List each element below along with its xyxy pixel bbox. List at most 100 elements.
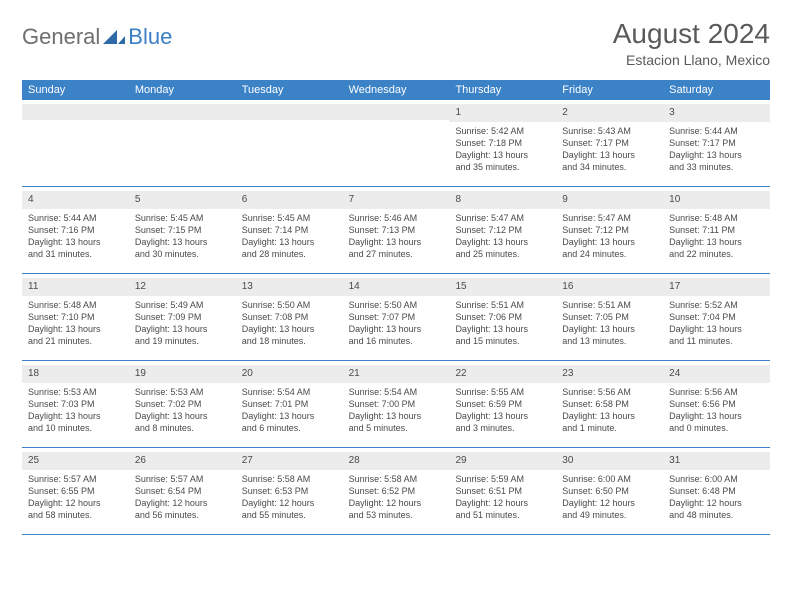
day-detail: and 30 minutes. [135,248,230,260]
day-detail: Sunrise: 6:00 AM [669,473,764,485]
day-cell: 27Sunrise: 5:58 AMSunset: 6:53 PMDayligh… [236,448,343,534]
day-number: 22 [449,365,556,383]
week-row: 25Sunrise: 5:57 AMSunset: 6:55 PMDayligh… [22,448,770,535]
day-cell: 4Sunrise: 5:44 AMSunset: 7:16 PMDaylight… [22,187,129,273]
day-number: 5 [129,191,236,209]
brand-general: General [22,24,100,50]
day-detail: Daylight: 13 hours [455,323,550,335]
day-detail: and 55 minutes. [242,509,337,521]
day-number: 19 [129,365,236,383]
day-cell: 21Sunrise: 5:54 AMSunset: 7:00 PMDayligh… [343,361,450,447]
day-detail: Sunrise: 5:59 AM [455,473,550,485]
day-cell: 16Sunrise: 5:51 AMSunset: 7:05 PMDayligh… [556,274,663,360]
day-detail: Daylight: 13 hours [28,236,123,248]
day-detail: Sunset: 7:10 PM [28,311,123,323]
location: Estacion Llano, Mexico [613,52,770,68]
day-detail: and 22 minutes. [669,248,764,260]
day-cell: 11Sunrise: 5:48 AMSunset: 7:10 PMDayligh… [22,274,129,360]
day-number: 23 [556,365,663,383]
day-number: 9 [556,191,663,209]
day-cell: 3Sunrise: 5:44 AMSunset: 7:17 PMDaylight… [663,100,770,186]
day-detail: Sunset: 7:05 PM [562,311,657,323]
day-detail: and 8 minutes. [135,422,230,434]
day-detail: Sunset: 7:07 PM [349,311,444,323]
day-detail: and 18 minutes. [242,335,337,347]
dow-cell: Saturday [663,80,770,100]
day-detail: Sunset: 6:55 PM [28,485,123,497]
day-detail: Daylight: 12 hours [135,497,230,509]
day-detail: and 48 minutes. [669,509,764,521]
day-detail: Sunrise: 5:45 AM [242,212,337,224]
day-detail: and 16 minutes. [349,335,444,347]
sail-icon [103,30,125,44]
day-number: 15 [449,278,556,296]
day-cell: 28Sunrise: 5:58 AMSunset: 6:52 PMDayligh… [343,448,450,534]
dow-cell: Monday [129,80,236,100]
day-detail: Daylight: 13 hours [669,236,764,248]
day-detail: Daylight: 13 hours [135,410,230,422]
day-number: 7 [343,191,450,209]
day-cell: 10 Sunrise: 5:48 AMSunset: 7:11 PMDayligh… [663,187,770,273]
day-number: 10 [663,191,770,209]
day-detail: Sunset: 7:13 PM [349,224,444,236]
empty-day-band [22,104,129,120]
day-number: 18 [22,365,129,383]
day-detail: Sunset: 7:17 PM [562,137,657,149]
day-number: 1 [449,104,556,122]
day-cell: 19Sunrise: 5:53 AMSunset: 7:02 PMDayligh… [129,361,236,447]
day-detail: and 56 minutes. [135,509,230,521]
day-detail: Daylight: 13 hours [349,323,444,335]
day-detail: and 5 minutes. [349,422,444,434]
day-detail: Sunset: 6:50 PM [562,485,657,497]
day-detail: Daylight: 13 hours [669,149,764,161]
day-detail: Sunrise: 5:50 AM [349,299,444,311]
day-number: 24 [663,365,770,383]
day-detail: Daylight: 12 hours [562,497,657,509]
empty-day-band [343,104,450,120]
day-detail: Daylight: 13 hours [242,323,337,335]
week-row: 18Sunrise: 5:53 AMSunset: 7:03 PMDayligh… [22,361,770,448]
day-detail: Daylight: 13 hours [349,410,444,422]
day-detail: Sunset: 7:06 PM [455,311,550,323]
day-detail: Sunrise: 5:58 AM [349,473,444,485]
day-detail: Sunset: 7:00 PM [349,398,444,410]
day-detail: Sunset: 7:01 PM [242,398,337,410]
day-cell: 30Sunrise: 6:00 AMSunset: 6:50 PMDayligh… [556,448,663,534]
day-detail: Sunset: 7:16 PM [28,224,123,236]
day-cell: 25Sunrise: 5:57 AMSunset: 6:55 PMDayligh… [22,448,129,534]
week-row: 11Sunrise: 5:48 AMSunset: 7:10 PMDayligh… [22,274,770,361]
day-number: 26 [129,452,236,470]
day-number: 14 [343,278,450,296]
day-detail: Sunrise: 5:47 AM [562,212,657,224]
day-detail: Sunset: 6:53 PM [242,485,337,497]
day-number: 8 [449,191,556,209]
day-number: 31 [663,452,770,470]
day-detail: Sunset: 7:12 PM [562,224,657,236]
day-detail: Sunrise: 5:48 AM [669,212,764,224]
day-detail: Sunset: 6:51 PM [455,485,550,497]
day-number: 11 [22,278,129,296]
day-detail: and 11 minutes. [669,335,764,347]
day-cell: 9Sunrise: 5:47 AMSunset: 7:12 PMDaylight… [556,187,663,273]
day-cell: 31Sunrise: 6:00 AMSunset: 6:48 PMDayligh… [663,448,770,534]
day-cell: 24Sunrise: 5:56 AMSunset: 6:56 PMDayligh… [663,361,770,447]
day-detail: Sunset: 6:54 PM [135,485,230,497]
header: General Blue August 2024 Estacion Llano,… [22,18,770,68]
day-number: 12 [129,278,236,296]
day-detail: Daylight: 13 hours [669,410,764,422]
day-detail: Sunset: 7:11 PM [669,224,764,236]
day-detail: and 35 minutes. [455,161,550,173]
day-detail: and 3 minutes. [455,422,550,434]
weeks-container: 1Sunrise: 5:42 AMSunset: 7:18 PMDaylight… [22,100,770,535]
day-cell [129,100,236,186]
day-detail: Sunrise: 5:52 AM [669,299,764,311]
day-cell: 20Sunrise: 5:54 AMSunset: 7:01 PMDayligh… [236,361,343,447]
day-detail: Daylight: 12 hours [349,497,444,509]
dow-cell: Wednesday [343,80,450,100]
day-number: 17 [663,278,770,296]
day-detail: Sunset: 7:15 PM [135,224,230,236]
day-number: 16 [556,278,663,296]
day-detail: Sunrise: 5:46 AM [349,212,444,224]
day-number: 30 [556,452,663,470]
empty-day-band [236,104,343,120]
